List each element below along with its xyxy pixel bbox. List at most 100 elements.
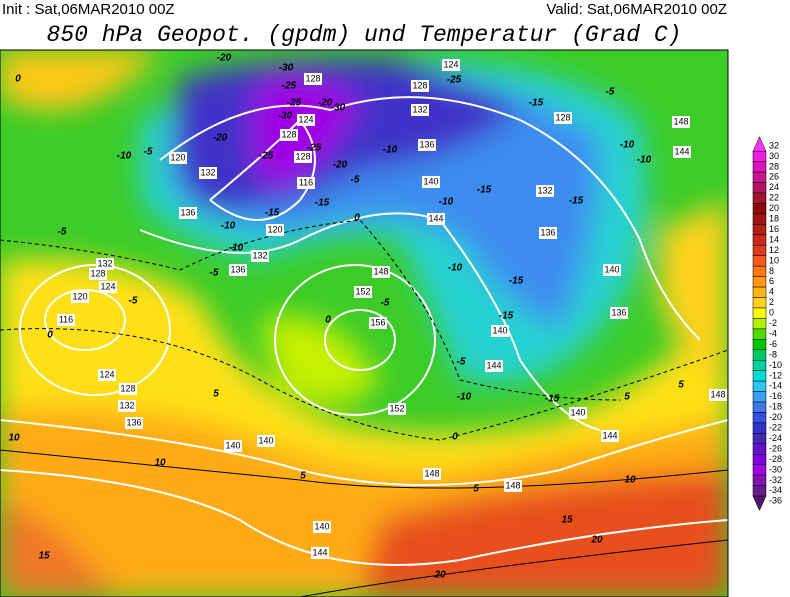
- colorbar-swatch: [752, 443, 767, 455]
- geopotential-label: 128: [295, 151, 310, 161]
- temperature-label: -10: [457, 392, 472, 403]
- geopotential-label: 132: [119, 400, 134, 410]
- temperature-label: 15: [38, 551, 50, 562]
- temperature-label: -20: [217, 53, 232, 64]
- colorbar-swatch: [752, 161, 767, 173]
- map-frame: [0, 49, 729, 597]
- geopotential-label: 128: [555, 112, 570, 122]
- temperature-label: -15: [265, 208, 280, 219]
- colorbar-label: -2: [769, 318, 777, 328]
- geopotential-label: 144: [674, 146, 689, 156]
- map-title: 850 hPa Geopot. (gpdm) und Temperatur (G…: [47, 22, 682, 48]
- colorbar-label: -36: [769, 496, 782, 506]
- label-box: [491, 325, 509, 337]
- temperature-label: -5: [144, 147, 153, 158]
- colorbar-label: 10: [769, 255, 779, 265]
- colorbar-label: 30: [769, 151, 779, 161]
- label-box: [313, 521, 331, 533]
- label-box: [536, 185, 554, 197]
- contour: [19, 264, 171, 396]
- label-box: [411, 80, 429, 92]
- label-box: [229, 264, 247, 276]
- temperature-label: 5: [473, 484, 479, 495]
- temperature-label: 0: [47, 330, 53, 341]
- colorbar-swatch: [752, 328, 767, 340]
- label-box: [96, 258, 114, 270]
- label-box: [119, 383, 137, 395]
- colorbar-label: 24: [769, 182, 779, 192]
- geopotential-label: 116: [59, 314, 73, 324]
- geopotential-label: 152: [355, 286, 370, 296]
- temperature-label: -10: [620, 140, 635, 151]
- geopotential-label: 136: [419, 139, 434, 149]
- temperature-label: 0: [354, 213, 360, 224]
- geopotential-label: 144: [486, 360, 501, 370]
- temperature-label: -5: [457, 357, 466, 368]
- temperature-label: -30: [278, 111, 293, 122]
- warm-northwest: [0, 50, 160, 110]
- label-box: [169, 152, 187, 164]
- label-box: [280, 129, 298, 141]
- geopotential-label: 132: [200, 167, 215, 177]
- temperature-label: 5: [624, 392, 630, 403]
- hot-band: [360, 470, 728, 597]
- colorbar-label: -34: [769, 485, 782, 495]
- temperature-label: -20: [318, 98, 333, 109]
- label-box: [98, 369, 116, 381]
- geopotential-label: 136: [180, 207, 195, 217]
- label-box: [672, 116, 690, 128]
- colorbar-label: 2: [769, 297, 774, 307]
- geopotential-label: 128: [281, 129, 296, 139]
- geopotential-label: 132: [537, 185, 552, 195]
- label-box: [369, 317, 387, 329]
- temperature-label: -15: [315, 198, 330, 209]
- temperature-label: -30: [279, 63, 294, 74]
- geopotential-label: 132: [252, 250, 267, 260]
- label-box: [257, 435, 275, 447]
- colorbar-swatch: [752, 234, 767, 246]
- temperature-label: 0: [452, 432, 458, 443]
- geopotential-label: 148: [673, 116, 688, 126]
- isotherm: [299, 539, 728, 597]
- colorbar-swatch: [752, 339, 767, 351]
- label-box: [539, 227, 557, 239]
- temperature-label: -10: [229, 243, 244, 254]
- label-box: [554, 112, 572, 124]
- colorbar-label: 14: [769, 234, 779, 244]
- label-box: [388, 403, 406, 415]
- temperature-shading: [0, 50, 728, 597]
- geopotential-label: 144: [312, 547, 327, 557]
- geopotential-label: 148: [710, 389, 725, 399]
- label-box: [673, 146, 691, 158]
- label-box: [179, 207, 197, 219]
- colorbar-swatch: [752, 318, 767, 330]
- temperature-label: 20: [433, 570, 446, 581]
- temperature-label: 0: [15, 74, 21, 85]
- colorbar-swatch: [752, 495, 767, 512]
- colorbar-swatch: [752, 349, 767, 361]
- isotherm: [0, 449, 728, 489]
- geopotential-label: 120: [170, 152, 185, 162]
- temperature-label: 15: [561, 515, 573, 526]
- colorbar-label: 28: [769, 161, 779, 171]
- colorbar-swatch: [752, 433, 767, 445]
- colorbar-label: 12: [769, 245, 779, 255]
- label-box: [411, 104, 429, 116]
- colorbar-label: -24: [769, 433, 782, 443]
- colorbar-swatch: [752, 370, 767, 382]
- label-box: [372, 266, 390, 278]
- geopotential-label: 128: [90, 268, 105, 278]
- contour: [44, 289, 126, 351]
- colorbar-swatch: [752, 286, 767, 298]
- label-box: [99, 281, 117, 293]
- colorbar-swatch: [752, 297, 767, 309]
- temperature-label: -30: [331, 103, 346, 114]
- colorbar-label: 16: [769, 224, 779, 234]
- colorbar-label: -20: [769, 412, 782, 422]
- label-box: [422, 176, 440, 188]
- temperature-label: -25: [287, 98, 302, 109]
- warm-tongue: [260, 316, 380, 403]
- geopotential-label: 124: [99, 369, 114, 379]
